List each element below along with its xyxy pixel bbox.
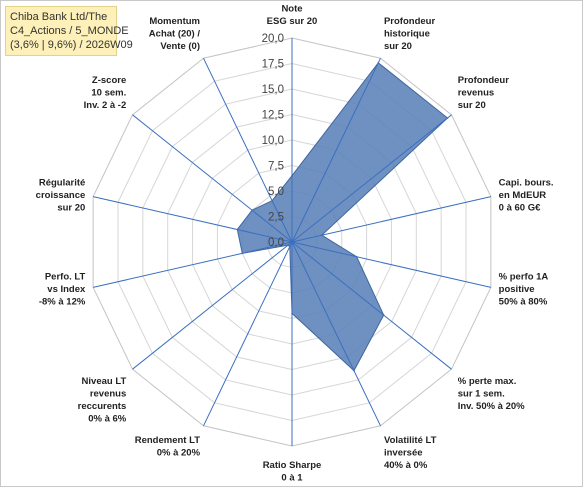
axis-spoke: [93, 241, 293, 288]
axis-spoke: [291, 241, 452, 370]
axis-label: Rendement LT 0% à 20%: [135, 435, 201, 459]
axis-label: Ratio Sharpe 0 à 1: [263, 460, 322, 484]
axis-spoke: [203, 57, 293, 243]
tick-label: 5,0: [268, 186, 284, 198]
axis-label: Profondeur revenus sur 20: [458, 75, 509, 111]
radar-tick-labels: 0,0 2,5 5,0 7,5 10,0 12,5 15,0 17,5 20,0: [262, 33, 284, 249]
axis-spoke: [291, 241, 381, 427]
tick-label: 15,0: [262, 84, 284, 96]
axis-label: Niveau LT revenus reccurents 0% à 6%: [78, 376, 127, 425]
chart-title: Chiba Bank Ltd/The C4_Actions / 5_MONDE …: [5, 6, 133, 56]
tick-label: 7,5: [268, 161, 284, 173]
axis-label: Note ESG sur 20: [267, 4, 318, 28]
tick-label: 17,5: [262, 59, 284, 71]
title-line-company: Chiba Bank Ltd/The: [10, 11, 108, 23]
tick-label: 0,0: [268, 237, 284, 249]
axis-spoke: [291, 57, 381, 243]
axis-spoke: [203, 241, 293, 427]
axis-spoke: [291, 114, 452, 243]
tick-label: 10,0: [262, 135, 284, 147]
axis-label: Volatilité LT inversée 40% à 0%: [384, 435, 437, 471]
axis-spoke: [291, 241, 491, 288]
tick-label: 20,0: [262, 33, 284, 45]
axis-label: Capi. bours. en MdEUR 0 à 60 G€: [499, 177, 554, 213]
title-line-portfolio: C4_Actions / 5_MONDE: [10, 25, 129, 37]
tick-label: 12,5: [262, 110, 284, 122]
axis-spoke: [291, 196, 491, 243]
axis-spoke: [132, 241, 293, 370]
axis-spoke: [93, 196, 293, 243]
axis-label: % perfo 1A positive 50% à 80%: [499, 272, 549, 308]
radar-axis-labels: Note ESG sur 20 Profondeur historique sur 20…: [36, 4, 554, 484]
axis-label: Momentum Achat (20) / Vente (0): [149, 16, 201, 52]
axis-spoke: [132, 114, 293, 243]
axis-label: % perte max. sur 1 sem. Inv. 50% à 20%: [458, 376, 525, 412]
title-line-period: (3,6% | 9,6%) / 2026W09: [10, 39, 133, 51]
axis-label: Z-score 10 sem. Inv. 2 à -2: [84, 75, 127, 111]
axis-label: Perfo. LT vs Index -8% à 12%: [39, 272, 86, 308]
axis-label: Régularité croissance sur 20: [36, 177, 86, 213]
tick-label: 2,5: [268, 212, 284, 224]
axis-label: Profondeur historique sur 20: [384, 16, 435, 52]
radar-spokes: [93, 38, 491, 446]
